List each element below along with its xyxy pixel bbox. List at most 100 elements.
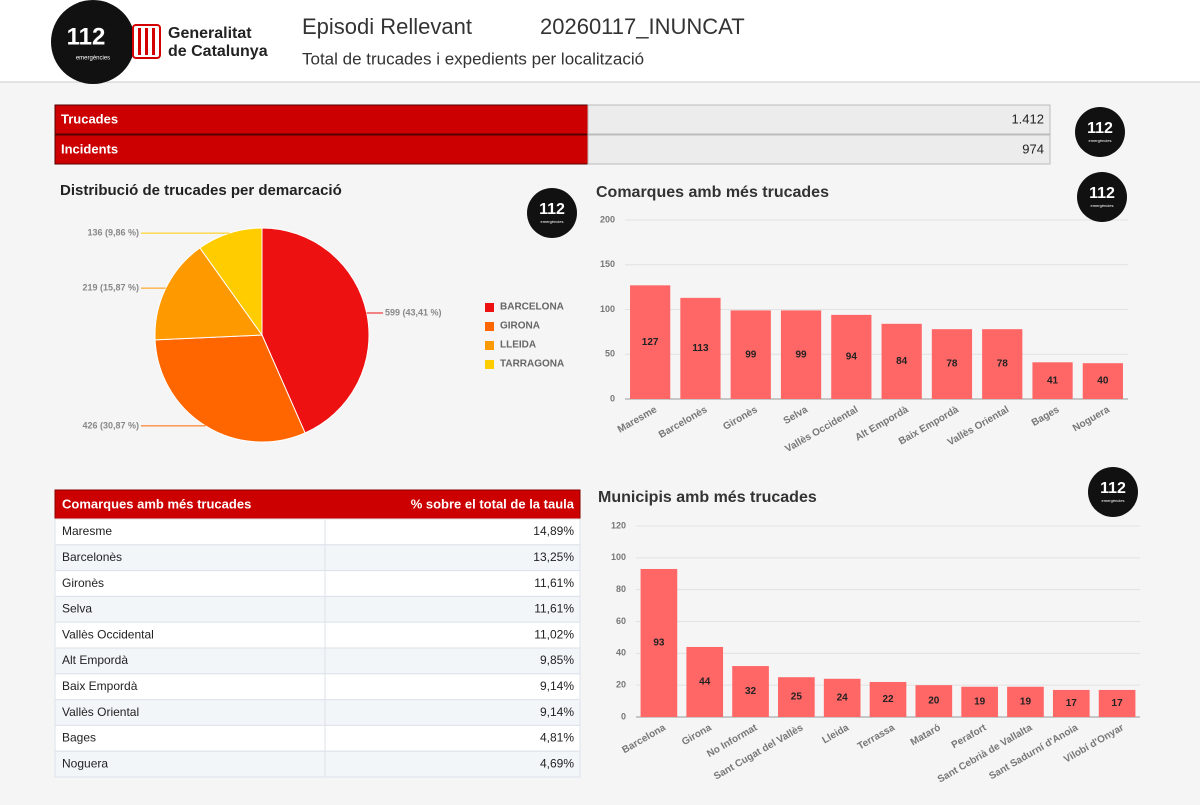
table-row	[54, 570, 581, 597]
y-tick-label: 60	[616, 616, 626, 626]
small-logos: 112emergències112emergències112emergènci…	[527, 107, 1138, 517]
logo-sub: emergències	[541, 219, 564, 224]
chart-title: Municipis amb més trucades	[598, 489, 817, 506]
charts: Distribució de trucades per demarcació 59…	[60, 182, 1140, 786]
table-cell: 9,14%	[540, 705, 574, 719]
table-cell: 4,81%	[540, 731, 574, 745]
bar	[680, 297, 721, 399]
table-cell: 11,02%	[534, 627, 574, 641]
bar	[780, 310, 822, 399]
bar	[982, 329, 1023, 399]
bar	[931, 329, 973, 399]
y-tick-label: 200	[600, 214, 615, 224]
table-cell: 9,14%	[540, 679, 574, 693]
logo-text: 112	[539, 201, 565, 218]
y-tick-label: 100	[611, 552, 626, 562]
table-cell: Gironès	[62, 576, 104, 590]
logo-circle	[51, 0, 135, 84]
bar	[881, 323, 922, 399]
table-cell: 9,85%	[540, 653, 574, 667]
y-tick-label: 120	[611, 520, 626, 530]
legend-swatch	[485, 341, 494, 350]
slice-label: 136 (9,86 %)	[87, 227, 139, 237]
table-cell: Bages	[62, 731, 96, 745]
table-row	[54, 647, 581, 675]
legend-swatch	[485, 322, 494, 331]
bar-value-label: 22	[882, 694, 894, 705]
bar	[1032, 362, 1073, 399]
slice-label: 219 (15,87 %)	[82, 283, 139, 293]
bar-value-label: 19	[1020, 697, 1032, 708]
table-row	[54, 699, 581, 726]
logo-sub: emergències	[1091, 203, 1114, 208]
bar	[869, 681, 907, 717]
summary-value: 974	[1022, 141, 1044, 156]
bar-value-label: 24	[837, 693, 849, 704]
table-cell: 11,61%	[534, 576, 574, 590]
table-cell: Barcelonès	[62, 550, 122, 564]
summary-label: Incidents	[61, 141, 118, 156]
summary-value-cell	[587, 134, 1051, 165]
bar	[630, 285, 671, 399]
legend-label: TARRAGONA	[500, 359, 564, 370]
comarques-table: Comarques amb més trucades % sobre el tot…	[54, 489, 581, 778]
pie-slice	[154, 334, 306, 443]
report-code: 20260117_INUNCAT	[540, 14, 745, 39]
summary-value: 1.412	[1011, 111, 1044, 126]
table-cell: 11,61%	[534, 602, 574, 616]
table-cell: 14,89%	[533, 524, 574, 538]
y-tick-label: 50	[605, 349, 615, 359]
report-title: Episodi Rellevant	[302, 14, 472, 39]
bar-value-label: 99	[745, 349, 757, 360]
logo-sub: emergències	[76, 56, 110, 62]
bar	[732, 666, 769, 717]
table-header-cell: % sobre el total de la taula	[411, 496, 575, 511]
logo-circle	[1075, 107, 1125, 157]
table-header	[54, 489, 581, 520]
gencat-line1: Generalitat	[168, 25, 252, 42]
chart-title: Comarques amb més trucades	[596, 184, 829, 201]
legend-swatch	[485, 360, 494, 369]
bar-value-label: 94	[846, 352, 858, 363]
table-row	[54, 595, 581, 623]
logo-text: 112	[1087, 120, 1113, 137]
table-cell: Vallès Oriental	[62, 705, 139, 719]
table-cell: Noguera	[62, 756, 108, 770]
y-tick-label: 150	[600, 259, 615, 269]
pie-slice	[199, 227, 263, 337]
bar-value-label: 78	[946, 359, 958, 370]
summary-value-cell	[587, 104, 1051, 135]
bar	[915, 685, 953, 717]
report-subtitle: Total de trucades i expedients per local…	[302, 49, 644, 68]
logo-sub: emergències	[1089, 138, 1112, 143]
bar-value-label: 20	[928, 696, 940, 707]
bar	[686, 646, 724, 717]
gencat-stripe	[152, 28, 155, 55]
pie-slice	[154, 247, 263, 341]
chart-title: Distribució de trucades per demarcació	[60, 182, 342, 199]
header-bar	[0, 0, 1200, 82]
bar-value-label: 99	[795, 349, 807, 360]
y-tick-label: 20	[616, 680, 626, 690]
summary-table: Trucades 1.412 Incidents 974	[54, 104, 1051, 165]
summary-label-cell	[54, 134, 589, 165]
table-header-cell: Comarques amb més trucades	[62, 496, 251, 511]
bar-value-label: 113	[692, 343, 709, 354]
bar-value-label: 32	[745, 686, 757, 697]
bar	[831, 314, 872, 399]
gencat-line2: de Catalunya	[168, 43, 268, 60]
table-cell: 4,69%	[540, 756, 574, 770]
logo-circle	[1077, 172, 1127, 222]
bar-value-label: 78	[997, 359, 1009, 370]
bar-value-label: 44	[699, 677, 711, 688]
bar	[1082, 363, 1123, 399]
bar	[778, 677, 815, 717]
bar	[961, 686, 998, 717]
table-row	[54, 724, 581, 752]
bar-value-label: 17	[1066, 698, 1078, 709]
bar	[823, 678, 861, 717]
legend-label: LLEIDA	[500, 340, 536, 351]
y-tick-label: 0	[621, 711, 626, 721]
bar	[1007, 686, 1044, 717]
